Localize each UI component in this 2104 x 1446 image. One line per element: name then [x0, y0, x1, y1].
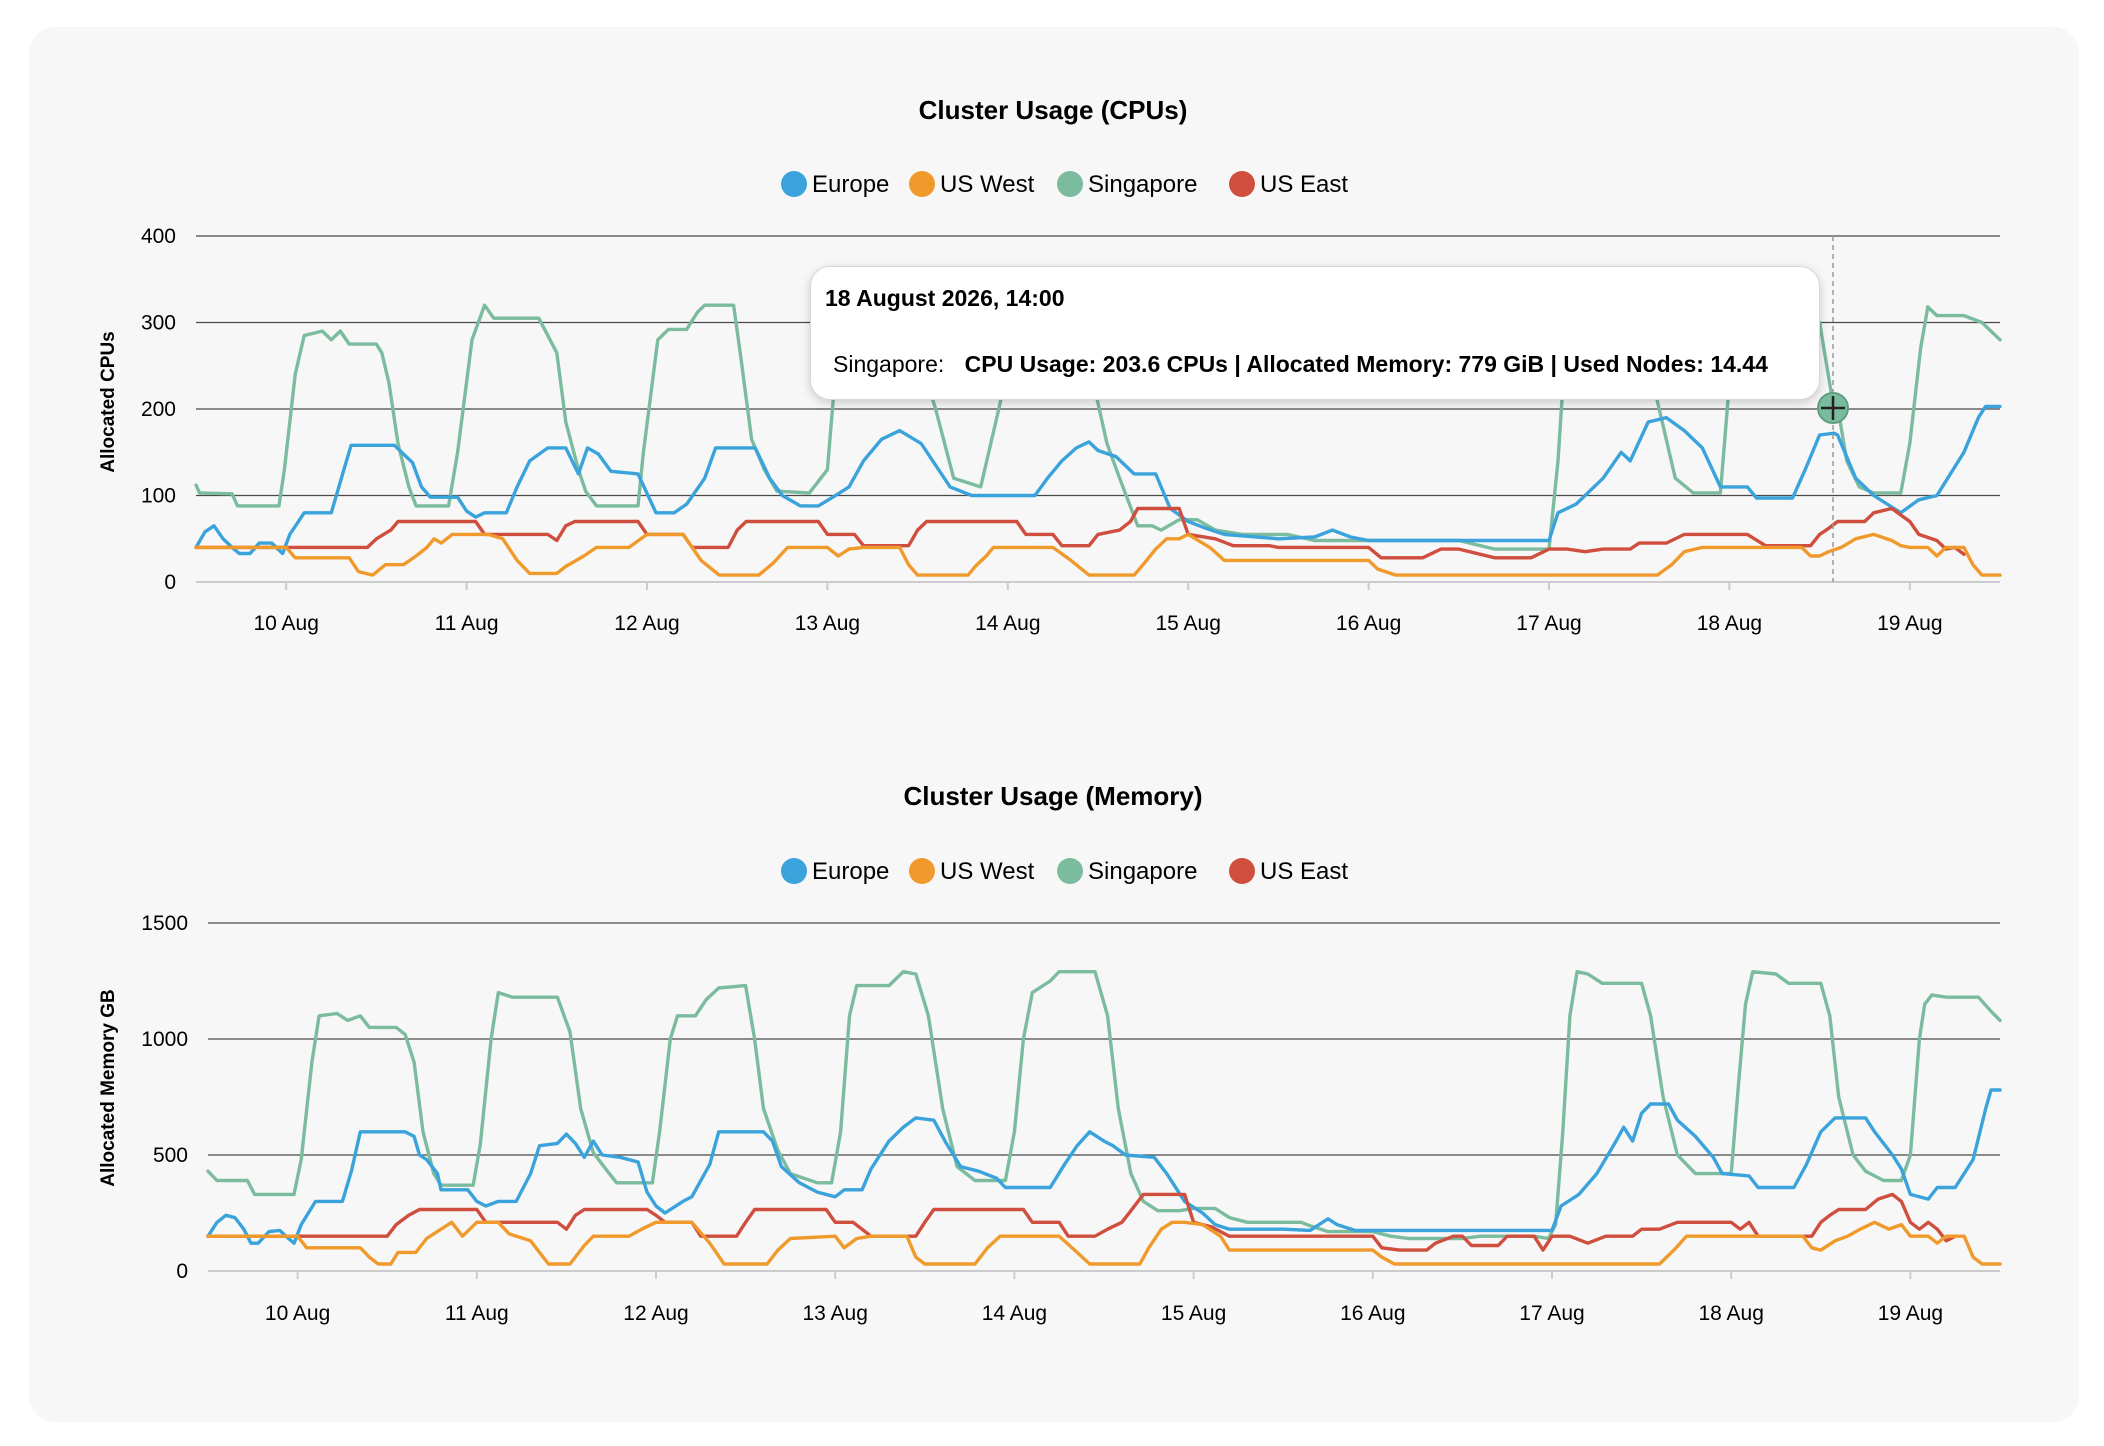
cpu-y-axis-label: Allocated CPUs — [98, 331, 119, 472]
x-tick-label: 15 Aug — [1155, 612, 1220, 635]
x-tick-label: 19 Aug — [1877, 612, 1942, 635]
y-tick-label: 400 — [141, 225, 176, 248]
legend-label: US East — [1260, 171, 1348, 198]
tooltip-title: 18 August 2026, 14:00 — [825, 285, 1065, 311]
cpu-chart: Cluster Usage (CPUs) Europe US West Singap… — [98, 95, 2002, 635]
cpu-y-ticks: 0 100 200 300 400 — [141, 225, 176, 594]
legend-item-us-east[interactable]: US East — [1229, 171, 1348, 198]
x-tick-label: 11 Aug — [435, 612, 499, 635]
y-tick-label: 100 — [141, 485, 176, 508]
x-tick-label: 14 Aug — [975, 612, 1040, 635]
legend-swatch — [909, 858, 935, 884]
cpu-x-ticks: 10 Aug 11 Aug 12 Aug 13 Aug 14 Aug 15 Aug 16 A… — [253, 582, 1943, 635]
memory-gridlines — [208, 922, 2000, 1272]
x-tick-label: 15 Aug — [1161, 1302, 1226, 1325]
x-tick-label: 10 Aug — [265, 1302, 330, 1325]
legend-item-singapore[interactable]: Singapore — [1057, 858, 1197, 885]
x-tick-label: 19 Aug — [1878, 1302, 1943, 1325]
series-line-us-west[interactable] — [194, 532, 2002, 577]
x-tick-label: 11 Aug — [445, 1302, 509, 1325]
series-line-europe[interactable] — [194, 404, 2002, 556]
legend-label: Europe — [812, 171, 889, 198]
y-tick-label: 200 — [141, 398, 176, 421]
legend-swatch — [909, 171, 935, 197]
legend-label: Europe — [812, 858, 889, 885]
x-tick-label: 18 Aug — [1697, 612, 1762, 635]
legend-item-us-west[interactable]: US West — [909, 858, 1035, 885]
y-tick-label: 0 — [164, 571, 176, 594]
x-tick-label: 10 Aug — [253, 612, 318, 635]
hover-marker — [1817, 392, 1849, 424]
x-tick-label: 14 Aug — [982, 1302, 1047, 1325]
legend-item-us-east[interactable]: US East — [1229, 858, 1348, 885]
series-line-us-east[interactable] — [194, 506, 1966, 560]
series-line-us-west[interactable] — [206, 1220, 2002, 1266]
hover-tooltip: 18 August 2026, 14:00 Singapore: CPU Usa… — [810, 266, 1820, 400]
y-tick-label: 300 — [141, 312, 176, 335]
tooltip-row: Singapore: CPU Usage: 203.6 CPUs | Alloc… — [833, 351, 1768, 378]
tooltip-series-name: Singapore: — [833, 351, 945, 377]
memory-chart: Cluster Usage (Memory) Europe US West Sing… — [98, 781, 2002, 1325]
memory-x-ticks: 10 Aug 11 Aug 12 Aug 13 Aug 14 Aug 15 Aug 16 A… — [265, 1271, 1943, 1325]
x-tick-label: 13 Aug — [802, 1302, 867, 1325]
legend-swatch — [781, 858, 807, 884]
x-tick-label: 16 Aug — [1336, 612, 1401, 635]
cpu-legend[interactable]: Europe US West Singapore US East — [781, 171, 1348, 198]
memory-y-ticks: 0 500 1000 1500 — [141, 912, 188, 1283]
y-tick-label: 1000 — [141, 1028, 188, 1051]
memory-series-lines[interactable] — [206, 970, 2002, 1266]
cpu-chart-title: Cluster Usage (CPUs) — [919, 95, 1188, 125]
legend-swatch — [1229, 171, 1255, 197]
x-tick-label: 18 Aug — [1698, 1302, 1763, 1325]
legend-label: US West — [940, 858, 1035, 885]
legend-label: Singapore — [1088, 858, 1197, 885]
x-tick-label: 12 Aug — [614, 612, 679, 635]
x-tick-label: 12 Aug — [623, 1302, 688, 1325]
legend-swatch — [1057, 171, 1083, 197]
legend-item-europe[interactable]: Europe — [781, 171, 889, 198]
series-line-us-east[interactable] — [206, 1192, 1957, 1252]
y-tick-label: 1500 — [141, 912, 188, 935]
y-tick-label: 0 — [176, 1260, 188, 1283]
legend-swatch — [781, 171, 807, 197]
legend-swatch — [1229, 858, 1255, 884]
series-line-singapore[interactable] — [206, 970, 2002, 1241]
x-tick-label: 16 Aug — [1340, 1302, 1405, 1325]
chart-card — [29, 27, 2079, 1422]
series-line-europe[interactable] — [206, 1088, 2002, 1245]
legend-label: US East — [1260, 858, 1348, 885]
legend-item-us-west[interactable]: US West — [909, 171, 1035, 198]
memory-chart-title: Cluster Usage (Memory) — [903, 781, 1202, 811]
tooltip-values: CPU Usage: 203.6 CPUs | Allocated Memory… — [964, 351, 1768, 377]
x-tick-label: 13 Aug — [795, 612, 860, 635]
legend-label: Singapore — [1088, 171, 1197, 198]
y-tick-label: 500 — [153, 1144, 188, 1167]
legend-item-europe[interactable]: Europe — [781, 858, 889, 885]
legend-item-singapore[interactable]: Singapore — [1057, 171, 1197, 198]
x-tick-label: 17 Aug — [1516, 612, 1581, 635]
memory-y-axis-label: Allocated Memory GB — [98, 989, 119, 1186]
legend-label: US West — [940, 171, 1035, 198]
legend-swatch — [1057, 858, 1083, 884]
x-tick-label: 17 Aug — [1519, 1302, 1584, 1325]
memory-legend[interactable]: Europe US West Singapore US East — [781, 858, 1348, 885]
